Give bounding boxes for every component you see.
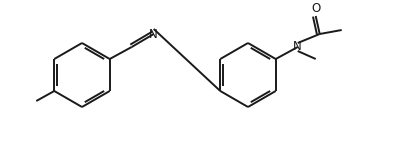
Text: N: N [293,40,302,54]
Text: O: O [311,3,320,15]
Text: N: N [149,27,158,40]
